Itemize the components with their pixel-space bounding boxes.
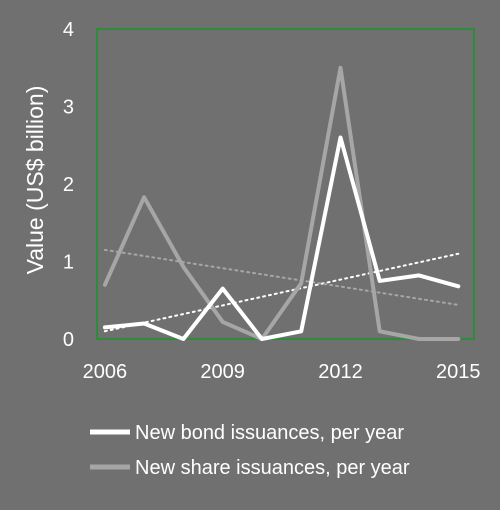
x-tick-label: 2006 xyxy=(83,361,128,383)
y-tick-label: 2 xyxy=(63,174,74,196)
y-tick-label: 1 xyxy=(63,252,74,274)
legend-label: New bond issuances, per year xyxy=(135,422,404,444)
series-line xyxy=(102,135,461,341)
x-tick-label: 2015 xyxy=(436,361,481,383)
y-tick-label: 4 xyxy=(63,19,74,41)
y-tick-label: 3 xyxy=(63,97,74,119)
x-tick-label: 2009 xyxy=(200,361,245,383)
y-tick-label: 0 xyxy=(63,329,74,351)
legend-label: New share issuances, per year xyxy=(135,457,410,479)
trendline xyxy=(103,252,460,333)
plot-area-border xyxy=(96,28,475,340)
x-tick-label: 2012 xyxy=(318,361,363,383)
y-axis-label: Value (US$ billion) xyxy=(22,86,48,275)
trendline xyxy=(103,248,460,306)
series-line xyxy=(102,65,461,341)
